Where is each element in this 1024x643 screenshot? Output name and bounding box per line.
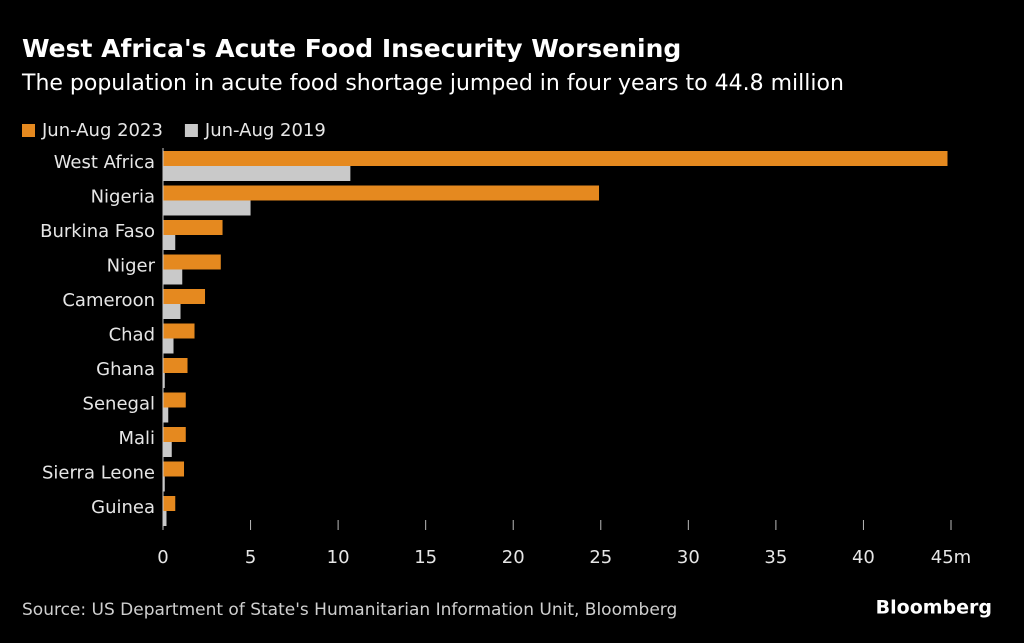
x-tick-label: 30: [677, 547, 700, 568]
bar: [163, 496, 176, 511]
y-tick-label: Nigeria: [91, 187, 155, 208]
x-tick-label: 35: [764, 547, 787, 568]
bar: [163, 392, 186, 408]
source-note: Source: US Department of State's Humanit…: [22, 600, 677, 620]
bar: [163, 407, 169, 423]
x-tick-label: 10: [327, 547, 350, 568]
bar: [163, 511, 167, 526]
x-tick-label: 20: [502, 547, 525, 568]
chart-title: West Africa's Acute Food Insecurity Wors…: [22, 34, 681, 63]
bar: [163, 338, 174, 354]
bar: [163, 269, 183, 285]
y-tick-label: Burkina Faso: [40, 221, 155, 242]
bar: [163, 289, 206, 304]
bar: [163, 427, 186, 442]
bar: [163, 461, 185, 477]
legend-swatch: [22, 124, 35, 137]
legend-swatch: [184, 124, 198, 137]
x-tick-label: 15: [414, 547, 437, 568]
bar: [163, 254, 221, 270]
bar: [163, 323, 195, 339]
y-tick-label: Sierra Leone: [42, 463, 155, 484]
bar: [163, 185, 600, 201]
x-tick-label: 5: [245, 547, 256, 568]
y-tick-label: West Africa: [54, 152, 155, 173]
y-tick-label: Ghana: [96, 359, 155, 380]
x-tick-label: 25: [589, 547, 612, 568]
bar: [163, 442, 172, 457]
bar: [163, 304, 181, 319]
y-tick-label: Niger: [107, 256, 156, 277]
y-tick-label: Chad: [109, 325, 155, 346]
x-tick-label: 40: [852, 547, 875, 568]
bar: [163, 373, 165, 388]
y-tick-label: Cameroon: [62, 290, 155, 311]
y-tick-label: Senegal: [83, 394, 155, 415]
bar: [163, 476, 165, 492]
bar: [163, 151, 948, 166]
x-tick-label: 0: [157, 547, 168, 568]
y-tick-label: Guinea: [91, 497, 155, 518]
bar: [163, 166, 351, 181]
y-tick-label: Mali: [118, 428, 155, 449]
bar: [163, 358, 188, 373]
legend-label: Jun-Aug 2023: [41, 120, 163, 141]
x-tick-label: 45m: [931, 547, 971, 568]
legend-label: Jun-Aug 2019: [204, 120, 326, 141]
logo: Bloomberg: [876, 597, 992, 619]
bar: [163, 200, 251, 216]
chart-subtitle: The population in acute food shortage ju…: [21, 71, 844, 96]
bar: [163, 220, 223, 235]
bar: [163, 235, 176, 250]
